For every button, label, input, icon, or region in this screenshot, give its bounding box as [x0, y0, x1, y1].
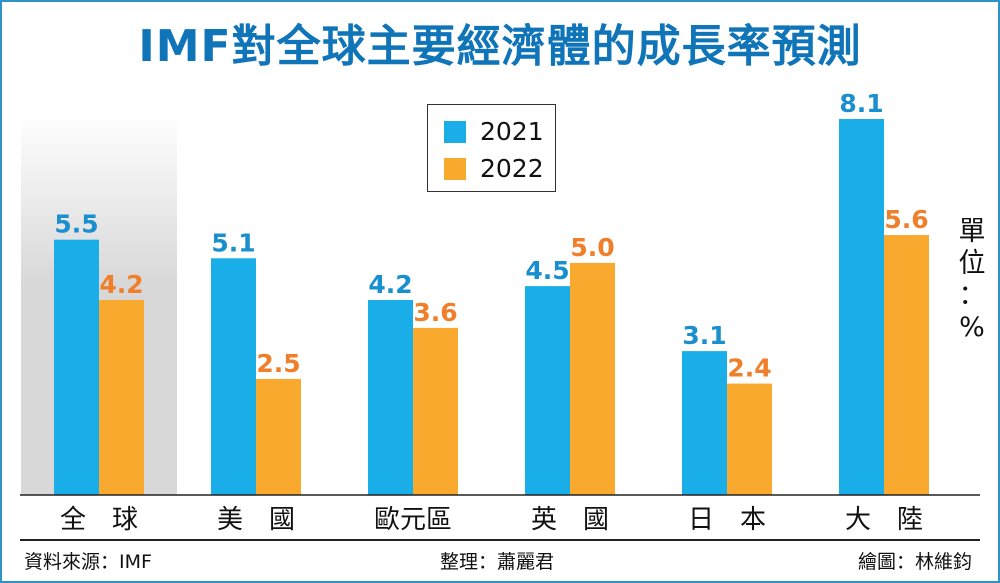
data-label: 5.5: [54, 210, 98, 239]
legend-label-2022: 2022: [480, 154, 544, 183]
unit-char: 位: [958, 248, 986, 279]
legend-swatch-2021: [444, 121, 466, 143]
unit-char: ：: [958, 280, 986, 311]
bar: [211, 258, 256, 495]
bar: [413, 327, 458, 495]
category-label: 日 本: [688, 505, 766, 535]
category-label: 大 陸: [845, 505, 923, 535]
bar: [99, 300, 144, 495]
data-label: 4.5: [525, 256, 569, 285]
artist-credit: 繪圖：林維鈞: [857, 551, 972, 573]
category-label: 全 球: [60, 505, 138, 535]
legend-label-2021: 2021: [480, 117, 544, 146]
source-credit: 資料來源：IMF: [24, 551, 152, 573]
category-label: 歐元區: [374, 505, 452, 535]
bar: [570, 262, 615, 495]
bar: [682, 351, 727, 495]
chart-title: IMF對全球主要經濟體的成長率預測: [138, 21, 862, 72]
chart-legend: 2021 2022: [427, 104, 556, 192]
bar: [368, 300, 413, 495]
data-label: 4.2: [368, 270, 412, 299]
bar: [727, 383, 772, 495]
data-label: 3.1: [682, 321, 726, 350]
data-label: 5.6: [884, 205, 928, 234]
data-label: 2.4: [727, 354, 771, 383]
bar: [525, 286, 570, 495]
data-label: 2.5: [256, 349, 300, 378]
data-label: 5.1: [211, 228, 255, 257]
footer-divider: [20, 539, 980, 541]
legend-swatch-2022: [444, 158, 466, 180]
bar: [884, 235, 929, 495]
unit-label: 單 位 ： %: [952, 216, 992, 344]
category-label: 英 國: [531, 505, 609, 535]
bar: [54, 239, 99, 495]
data-label: 5.0: [570, 233, 614, 262]
unit-char: %: [959, 312, 985, 343]
unit-char: 單: [958, 216, 986, 247]
data-label: 3.6: [413, 298, 457, 327]
editor-credit: 整理：蕭麗君: [440, 551, 555, 573]
bar: [256, 378, 301, 495]
data-label: 4.2: [99, 270, 143, 299]
category-label: 美 國: [217, 505, 295, 535]
data-label: 8.1: [839, 89, 883, 118]
bar: [839, 119, 884, 495]
